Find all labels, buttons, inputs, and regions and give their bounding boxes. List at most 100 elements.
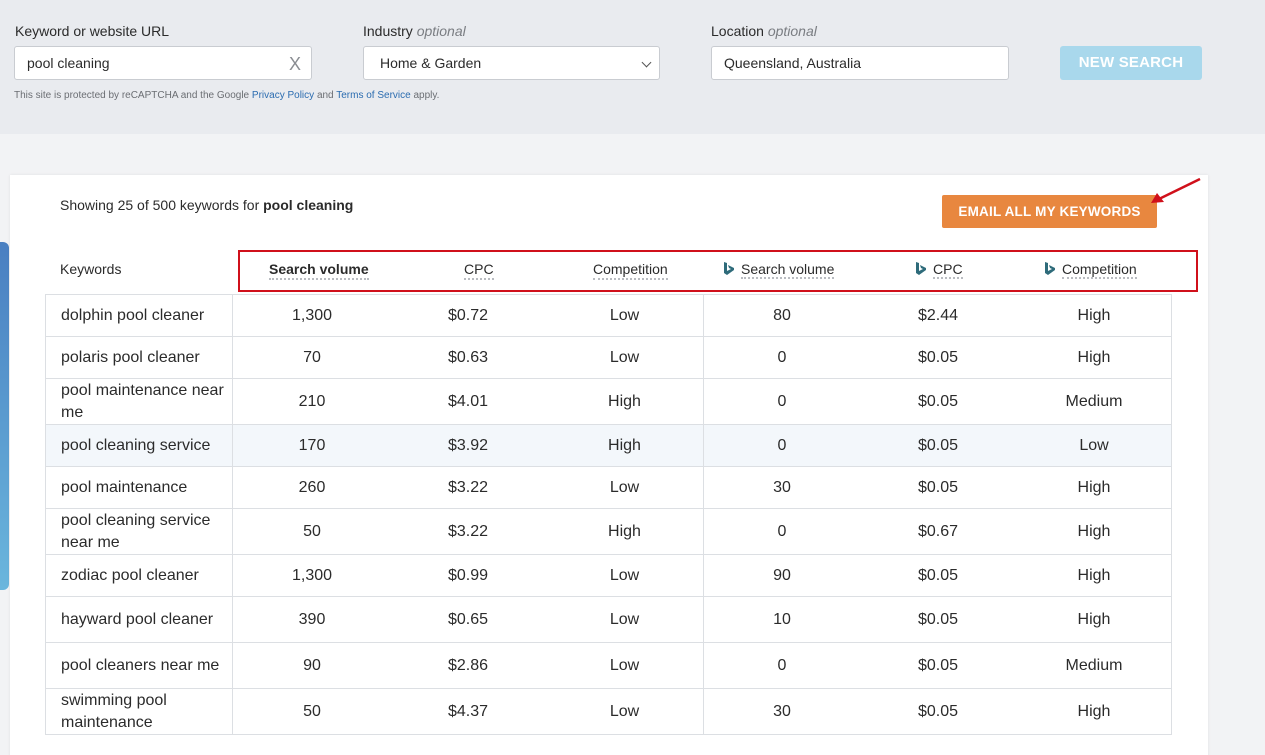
terms-of-service-link[interactable]: Terms of Service <box>336 90 411 101</box>
google-competition-cell: Low <box>546 689 704 734</box>
table-row[interactable]: hayward pool cleaner 390 $0.65 Low 10 $0… <box>45 597 1172 643</box>
google-volume-cell: 1,300 <box>291 566 333 584</box>
annotation-arrow-icon <box>1151 177 1201 203</box>
bing-competition-cell: High <box>1077 566 1111 584</box>
google-competition-cell: High <box>546 509 704 554</box>
bing-cpc-cell: $0.05 <box>917 656 959 674</box>
google-volume-cell: 50 <box>303 522 321 540</box>
google-volume-cell: 90 <box>303 656 321 674</box>
keyword-cell: polaris pool cleaner <box>46 337 233 378</box>
keyword-cell: pool cleaning service near me <box>46 509 233 554</box>
keyword-cell: pool maintenance near me <box>46 379 233 424</box>
bing-cpc-cell: $0.67 <box>917 522 959 540</box>
email-all-keywords-button[interactable]: EMAIL ALL MY KEYWORDS <box>942 195 1157 228</box>
table-row[interactable]: zodiac pool cleaner 1,300 $0.99 Low 90 $… <box>45 555 1172 597</box>
table-row[interactable]: swimming pool maintenance 50 $4.37 Low 3… <box>45 689 1172 735</box>
bing-volume-cell: 80 <box>773 306 791 324</box>
recaptcha-notice: This site is protected by reCAPTCHA and … <box>14 90 440 101</box>
bing-cpc-cell: $2.44 <box>917 306 959 324</box>
bing-logo-icon <box>1045 262 1055 275</box>
google-cpc-cell: $0.65 <box>447 610 489 628</box>
keyword-cell: zodiac pool cleaner <box>46 555 233 596</box>
location-label: Location optional <box>711 23 817 39</box>
table-row[interactable]: dolphin pool cleaner 1,300 $0.72 Low 80 … <box>45 295 1172 337</box>
keyword-input[interactable]: pool cleaning X <box>14 46 312 80</box>
google-cpc-cell: $3.22 <box>447 522 489 540</box>
bing-competition-cell: High <box>1077 478 1111 496</box>
table-row[interactable]: pool maintenance 260 $3.22 Low 30 $0.05 … <box>45 467 1172 509</box>
google-competition-cell: Low <box>546 467 704 508</box>
bing-cpc-cell: $0.05 <box>917 610 959 628</box>
column-header-google-search-volume[interactable]: Search volume <box>269 261 369 280</box>
keyword-cell: hayward pool cleaner <box>46 597 233 642</box>
bing-volume-cell: 10 <box>773 610 791 628</box>
bing-volume-cell: 0 <box>777 436 787 454</box>
bing-volume-cell: 0 <box>777 348 787 366</box>
google-cpc-cell: $3.92 <box>447 436 489 454</box>
bing-volume-cell: 30 <box>773 478 791 496</box>
google-volume-cell: 390 <box>298 610 326 628</box>
results-summary: Showing 25 of 500 keywords for pool clea… <box>60 197 354 213</box>
industry-select[interactable]: Home & Garden <box>363 46 660 80</box>
keyword-cell: pool maintenance <box>46 467 233 508</box>
bing-competition-cell: Medium <box>1065 392 1123 410</box>
location-input-value: Queensland, Australia <box>724 55 861 71</box>
google-volume-cell: 170 <box>298 436 326 454</box>
bing-cpc-cell: $0.05 <box>917 436 959 454</box>
google-competition-cell: Low <box>546 643 704 688</box>
close-icon[interactable]: X <box>288 54 301 74</box>
column-header-google-cpc[interactable]: CPC <box>464 261 494 280</box>
column-header-google-competition[interactable]: Competition <box>593 261 668 280</box>
bing-competition-cell: High <box>1077 306 1111 324</box>
bing-cpc-cell: $0.05 <box>917 348 959 366</box>
bing-cpc-cell: $0.05 <box>917 702 959 720</box>
bing-volume-cell: 90 <box>773 566 791 584</box>
google-cpc-cell: $4.37 <box>447 702 489 720</box>
table-row[interactable]: pool cleaners near me 90 $2.86 Low 0 $0.… <box>45 643 1172 689</box>
bing-competition-cell: High <box>1077 702 1111 720</box>
sidebar-tab[interactable] <box>0 242 9 590</box>
table-row[interactable]: pool maintenance near me 210 $4.01 High … <box>45 379 1172 425</box>
bing-volume-cell: 0 <box>777 392 787 410</box>
location-input[interactable]: Queensland, Australia <box>711 46 1009 80</box>
google-cpc-cell: $0.63 <box>447 348 489 366</box>
google-competition-cell: Low <box>546 295 704 336</box>
keyword-input-value: pool cleaning <box>27 55 110 71</box>
bing-cpc-cell: $0.05 <box>917 478 959 496</box>
keywords-table: dolphin pool cleaner 1,300 $0.72 Low 80 … <box>45 294 1172 735</box>
bing-competition-cell: High <box>1077 610 1111 628</box>
header-highlight-box <box>238 250 1198 292</box>
column-header-bing-search-volume[interactable]: Search volume <box>723 261 835 279</box>
google-competition-cell: Low <box>546 597 704 642</box>
bing-cpc-cell: $0.05 <box>917 566 959 584</box>
privacy-policy-link[interactable]: Privacy Policy <box>251 90 315 101</box>
bing-volume-cell: 30 <box>773 702 791 720</box>
google-cpc-cell: $4.01 <box>447 392 489 410</box>
bing-competition-cell: Low <box>1079 436 1109 454</box>
column-header-keywords: Keywords <box>60 261 122 277</box>
keyword-cell: swimming pool maintenance <box>46 689 233 734</box>
google-competition-cell: High <box>546 425 704 466</box>
bing-competition-cell: High <box>1077 522 1111 540</box>
column-header-bing-competition[interactable]: Competition <box>1044 261 1137 279</box>
keyword-cell: dolphin pool cleaner <box>46 295 233 336</box>
bing-logo-icon <box>724 262 734 275</box>
bing-logo-icon <box>916 262 926 275</box>
google-competition-cell: Low <box>546 337 704 378</box>
results-query: pool cleaning <box>263 197 354 213</box>
bing-volume-cell: 0 <box>777 656 787 674</box>
table-row[interactable]: pool cleaning service near me 50 $3.22 H… <box>45 509 1172 555</box>
industry-select-value: Home & Garden <box>380 55 482 71</box>
table-row[interactable]: polaris pool cleaner 70 $0.63 Low 0 $0.0… <box>45 337 1172 379</box>
keyword-cell: pool cleaners near me <box>46 643 233 688</box>
google-cpc-cell: $0.99 <box>447 566 489 584</box>
google-volume-cell: 70 <box>303 348 321 366</box>
column-header-bing-cpc[interactable]: CPC <box>915 261 963 279</box>
table-row[interactable]: pool cleaning service 170 $3.92 High 0 $… <box>45 425 1172 467</box>
google-volume-cell: 260 <box>298 478 326 496</box>
new-search-button[interactable]: NEW SEARCH <box>1060 46 1202 80</box>
bing-competition-cell: High <box>1077 348 1111 366</box>
industry-label: Industry optional <box>363 23 466 39</box>
google-volume-cell: 1,300 <box>291 306 333 324</box>
google-cpc-cell: $0.72 <box>447 306 489 324</box>
